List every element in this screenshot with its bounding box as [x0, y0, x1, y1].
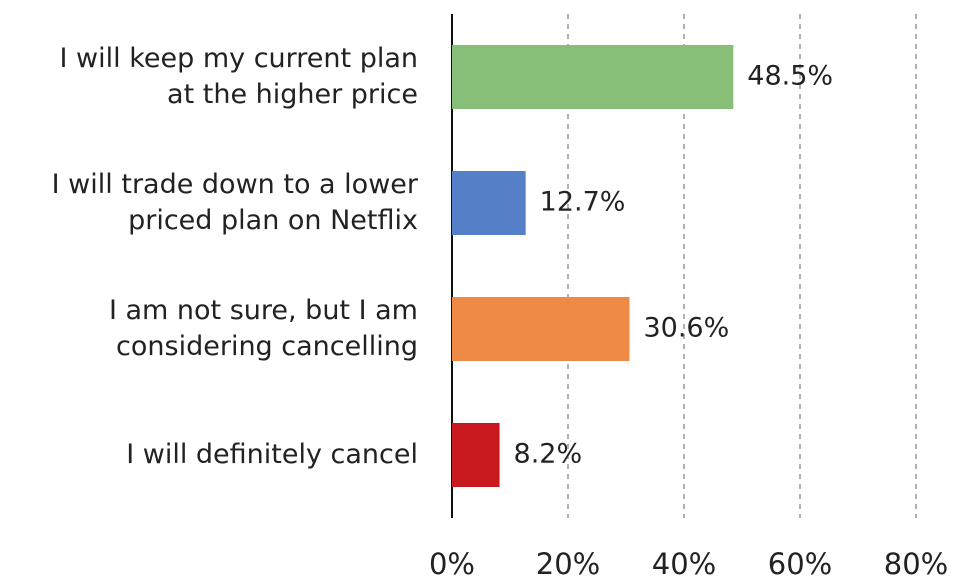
- bar: [452, 171, 526, 235]
- category-label: I am not sure, but I am considering cance…: [109, 295, 418, 362]
- value-label: 30.6%: [643, 313, 729, 344]
- bar: [452, 297, 630, 361]
- value-label: 12.7%: [540, 187, 626, 218]
- bar: [452, 45, 734, 109]
- category-label: I will keep my current plan at the higher…: [60, 43, 418, 110]
- category-label-line: I am not sure, but I am: [109, 295, 418, 326]
- x-tick-label: 0%: [429, 547, 475, 581]
- x-tick-label: 80%: [884, 547, 948, 581]
- category-label-line: priced plan on Netflix: [128, 205, 418, 236]
- category-label: I will definitely cancel: [126, 439, 418, 470]
- value-label: 48.5%: [747, 61, 833, 92]
- value-label: 8.2%: [514, 439, 583, 470]
- category-label: I will trade down to a lower priced plan …: [52, 169, 419, 236]
- bar: [452, 423, 500, 487]
- category-label-line: I will keep my current plan: [60, 43, 418, 74]
- category-label-line: considering cancelling: [116, 331, 418, 362]
- category-label-line: I will trade down to a lower: [52, 169, 419, 200]
- category-label-line: I will definitely cancel: [126, 439, 418, 470]
- x-tick-label: 60%: [768, 547, 832, 581]
- x-tick-label: 40%: [652, 547, 716, 581]
- category-label-line: at the higher price: [167, 79, 418, 110]
- x-tick-label: 20%: [536, 547, 600, 581]
